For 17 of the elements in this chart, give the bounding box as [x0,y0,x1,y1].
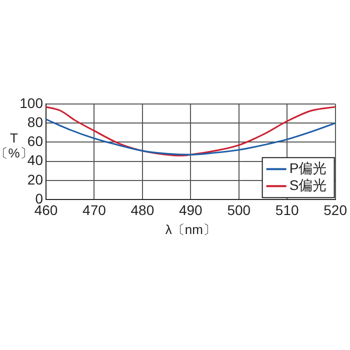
y-tick-label: 20 [27,171,44,188]
x-tick-label: 510 [275,202,299,218]
y-tick-label: 40 [27,152,44,168]
line-series [46,106,336,156]
x-tick-label: 520 [324,202,348,218]
x-axis-title: λ〔nm〕 [165,222,216,237]
legend-label: S偏光 [289,176,327,193]
line-series [46,118,336,156]
y-tick-label: 100 [20,94,44,111]
x-tick-label: 490 [178,202,203,218]
legend-label: P偏光 [289,160,327,176]
y-tick-label: 80 [27,114,44,130]
y-tick-label: 0 [35,190,44,206]
x-tick-label: 500 [227,202,251,218]
x-tick-label: 480 [130,202,154,218]
y-tick-label: 60 [27,133,44,150]
x-tick-label: 470 [82,202,106,218]
